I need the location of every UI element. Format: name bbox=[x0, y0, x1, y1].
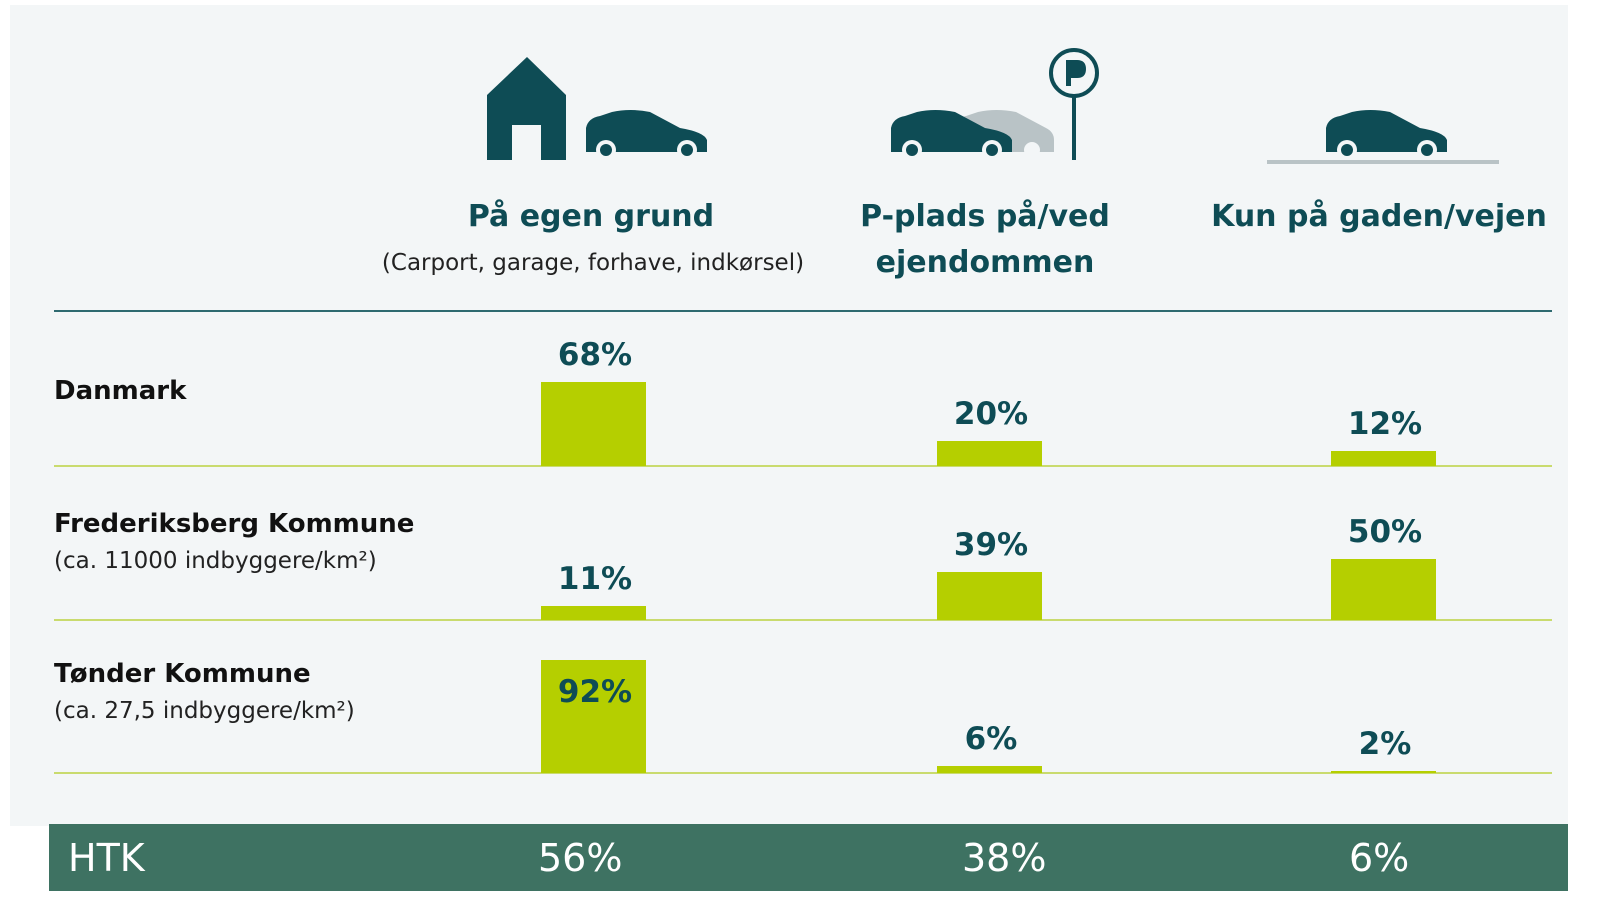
value-label: 12% bbox=[1347, 406, 1423, 443]
row-label: Frederiksberg Kommune bbox=[54, 509, 415, 539]
value-label: 92% bbox=[557, 673, 633, 710]
column-header: P-plads på/ved ejendommen bbox=[860, 199, 1110, 280]
icon-street bbox=[1267, 110, 1499, 164]
row-baseline bbox=[54, 465, 1552, 467]
footer-bar bbox=[49, 824, 1568, 891]
footer-value: 6% bbox=[1349, 836, 1410, 880]
value-label: 6% bbox=[964, 720, 1018, 757]
value-label: 2% bbox=[1358, 725, 1412, 762]
bar bbox=[541, 606, 646, 620]
footer-value: 38% bbox=[962, 836, 1047, 880]
icon-house-car bbox=[487, 57, 707, 160]
bar bbox=[1331, 558, 1436, 620]
bar bbox=[1331, 451, 1436, 466]
icon-parking bbox=[891, 48, 1099, 160]
bar bbox=[541, 659, 646, 773]
row-note: (ca. 11000 indbyggere/km²) bbox=[54, 548, 377, 574]
row-baseline bbox=[54, 619, 1552, 621]
bar bbox=[937, 765, 1042, 773]
bar bbox=[1331, 770, 1436, 773]
value-label: 20% bbox=[953, 396, 1029, 433]
column-header: På egen grund bbox=[467, 199, 715, 234]
column-note: (Carport, garage, forhave, indkørsel) bbox=[381, 250, 805, 276]
footer-value: 56% bbox=[538, 836, 623, 880]
icons bbox=[54, 48, 1552, 312]
value-label: 11% bbox=[557, 561, 633, 598]
panel bbox=[10, 5, 1568, 826]
footer-label: HTK bbox=[68, 836, 145, 880]
row-label: Danmark bbox=[54, 376, 187, 406]
bar bbox=[541, 382, 646, 466]
value-label: 68% bbox=[557, 337, 633, 374]
row-baseline bbox=[54, 772, 1552, 774]
column-header: Kun på gaden/vejen bbox=[1211, 199, 1547, 234]
row-note: (ca. 27,5 indbyggere/km²) bbox=[54, 698, 355, 724]
bar bbox=[937, 572, 1042, 620]
bar bbox=[937, 441, 1042, 466]
value-label: 39% bbox=[953, 527, 1029, 564]
row-label: Tønder Kommune bbox=[54, 659, 311, 689]
value-label: 50% bbox=[1347, 513, 1423, 550]
